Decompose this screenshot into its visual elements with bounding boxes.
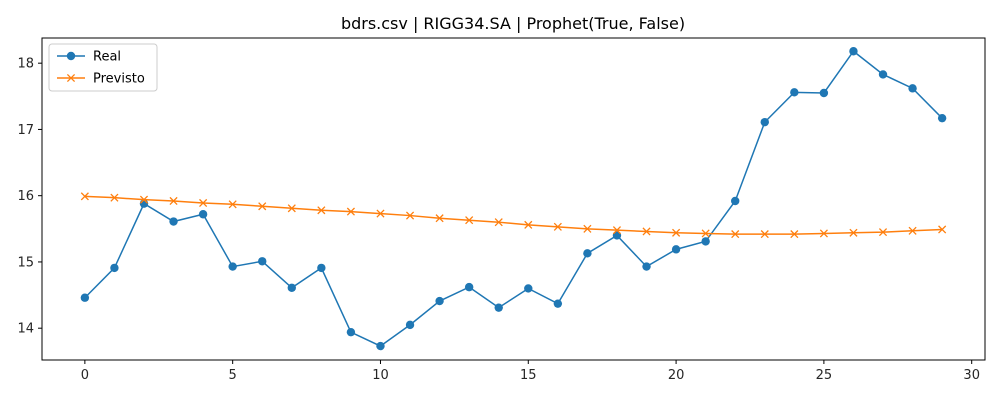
y-tick-label: 14 xyxy=(17,322,34,337)
legend-entry: Real xyxy=(57,50,121,65)
y-tick-label: 18 xyxy=(17,57,34,72)
data-point xyxy=(553,299,563,308)
data-point xyxy=(790,88,799,97)
data-point xyxy=(494,303,503,312)
y-tick-label: 16 xyxy=(17,189,34,204)
series-line xyxy=(84,50,943,347)
data-point xyxy=(80,293,90,302)
data-point xyxy=(819,88,829,98)
data-point xyxy=(731,196,740,206)
data-point xyxy=(198,210,208,219)
series-real xyxy=(80,47,947,351)
data-point xyxy=(849,228,858,237)
legend-label: Real xyxy=(93,50,121,65)
data-point xyxy=(228,200,237,209)
data-point xyxy=(524,220,533,229)
data-point xyxy=(435,296,444,306)
data-point xyxy=(878,228,888,237)
plot-frame xyxy=(41,37,986,361)
data-point xyxy=(671,245,681,254)
data-point xyxy=(376,341,385,351)
y-tick-label: 17 xyxy=(17,123,34,138)
data-point xyxy=(258,257,267,266)
y-axis: 14 15 16 17 18 xyxy=(17,57,42,337)
x-tick-label: 10 xyxy=(372,368,389,383)
data-point xyxy=(405,320,415,330)
x-tick-label: 15 xyxy=(520,368,537,383)
data-point xyxy=(701,237,710,246)
data-point xyxy=(287,204,296,213)
data-point xyxy=(524,284,533,293)
legend: Real Previsto xyxy=(48,43,158,92)
data-point xyxy=(110,263,119,273)
data-point xyxy=(583,249,592,258)
data-point xyxy=(701,229,710,238)
data-point xyxy=(317,263,326,273)
data-point xyxy=(642,227,651,236)
data-point xyxy=(760,230,769,239)
data-point xyxy=(169,217,178,226)
series-layer xyxy=(80,47,947,351)
x-axis: 0 5 10 15 20 25 30 xyxy=(81,360,980,383)
data-point xyxy=(938,225,947,234)
data-point xyxy=(583,224,592,233)
data-point xyxy=(790,230,799,239)
data-point xyxy=(642,262,651,271)
y-tick-label: 15 xyxy=(17,255,34,270)
data-point xyxy=(672,228,681,237)
x-tick-label: 25 xyxy=(816,368,833,383)
data-point xyxy=(317,206,326,215)
series-line xyxy=(84,195,943,235)
data-point xyxy=(139,195,149,204)
legend-entry: Previsto xyxy=(57,72,145,87)
data-point xyxy=(612,226,622,235)
series-previsto xyxy=(80,192,947,239)
data-point xyxy=(731,230,740,239)
data-point xyxy=(287,283,296,292)
data-point xyxy=(405,211,415,220)
data-point xyxy=(878,70,888,79)
data-point xyxy=(464,282,474,292)
data-point xyxy=(612,231,622,240)
x-tick-label: 5 xyxy=(229,368,237,383)
chart-title: bdrs.csv | RIGG34.SA | Prophet(True, Fal… xyxy=(341,14,685,33)
data-point xyxy=(228,262,237,271)
data-point xyxy=(494,218,503,227)
data-point xyxy=(849,47,858,56)
data-point xyxy=(435,214,444,223)
data-point xyxy=(80,192,89,201)
data-point xyxy=(937,113,947,123)
legend-marker xyxy=(66,51,76,61)
data-point xyxy=(139,199,149,208)
data-point xyxy=(819,229,828,238)
data-point xyxy=(376,209,385,218)
legend-marker xyxy=(66,73,76,83)
data-point xyxy=(169,196,178,206)
data-point xyxy=(258,202,267,211)
x-tick-label: 20 xyxy=(668,368,685,383)
data-point xyxy=(199,198,208,208)
x-tick-label: 30 xyxy=(963,368,980,383)
data-point xyxy=(553,222,562,231)
data-point xyxy=(346,327,356,337)
x-tick-label: 0 xyxy=(81,368,89,383)
data-point xyxy=(465,216,474,225)
data-point xyxy=(346,207,355,216)
data-point xyxy=(110,193,119,202)
legend-label: Previsto xyxy=(93,72,145,87)
data-point xyxy=(908,226,917,235)
data-point xyxy=(760,117,769,127)
data-point xyxy=(908,84,917,93)
